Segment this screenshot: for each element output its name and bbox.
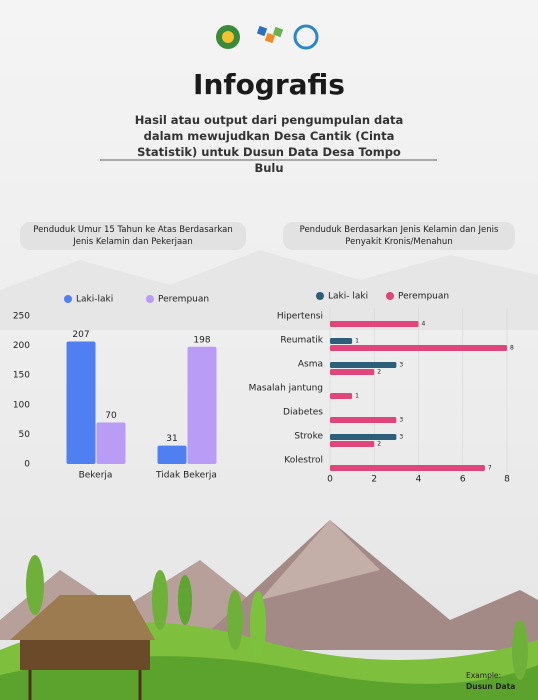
x-tick-label: 0 [327,475,333,485]
y-tick-label: Asma [298,360,323,370]
value-label: 3 [399,417,403,424]
logos [216,24,319,50]
bar [330,441,375,447]
y-tick-label: Reumatik [280,336,323,346]
value-label: 2 [377,369,381,376]
value-label: 3 [399,434,403,441]
y-tick-label: Hipertensi [277,312,323,322]
x-tick-label: 6 [460,475,466,485]
x-tick-label: 8 [504,475,510,485]
bar [330,417,397,423]
value-label: 1 [355,338,359,345]
bar [66,341,96,464]
bar [157,445,187,464]
chart-title: Penduduk Umur 15 Tahun ke Atas Berdasark… [20,222,246,250]
bar [330,369,375,375]
x-tick-label: Bekerja [79,471,113,481]
value-label: 3 [399,362,403,369]
value-label: 8 [510,345,514,352]
bar [330,362,397,368]
y-tick-label: 50 [19,430,31,440]
footer-label: Example: [466,671,502,680]
legend-marker [386,292,394,300]
legend-label: Perempuan [158,295,209,305]
legend-marker [316,292,324,300]
y-tick-label: 200 [13,341,30,351]
bar [330,465,485,471]
legend-marker [64,295,72,303]
x-tick-label: 2 [371,475,377,485]
value-label: 207 [72,330,89,340]
subtitle: Hasil atau output dari pengumpulan data … [134,113,404,175]
chart-title: Penduduk Berdasarkan Jenis Kelamin dan J… [283,222,515,250]
legend-label: Laki- laki [328,292,368,302]
x-tick-label: 4 [416,475,422,485]
legend-label: Perempuan [398,292,449,302]
y-tick-label: 150 [13,371,30,381]
y-tick-label: Kolestrol [284,456,323,466]
bar [330,434,397,440]
y-tick-label: Diabetes [283,408,323,418]
bar [187,346,217,464]
value-label: 198 [193,335,210,345]
value-label: 1 [355,393,359,400]
bar [330,338,353,344]
footer-value: Dusun Data [466,682,516,691]
legend-label: Laki-laki [76,295,113,305]
bar [330,393,353,399]
title: Infografis [193,68,345,101]
footer: Example: Dusun Data [466,670,515,692]
value-label: 2 [377,441,381,448]
x-tick-label: Tidak Bekerja [155,471,217,481]
y-tick-label: 250 [13,312,30,322]
y-tick-label: 0 [24,460,30,470]
scenery [0,250,538,700]
y-tick-label: 100 [13,400,30,410]
legend-marker [146,295,154,303]
bar [96,422,126,464]
value-label: 4 [422,321,426,328]
y-tick-label: Masalah jantung [249,384,323,394]
value-label: 31 [166,434,177,444]
value-label: 70 [105,411,117,421]
bar [330,345,507,351]
bar [330,321,419,327]
value-label: 7 [488,465,492,472]
y-tick-label: Stroke [294,432,323,442]
